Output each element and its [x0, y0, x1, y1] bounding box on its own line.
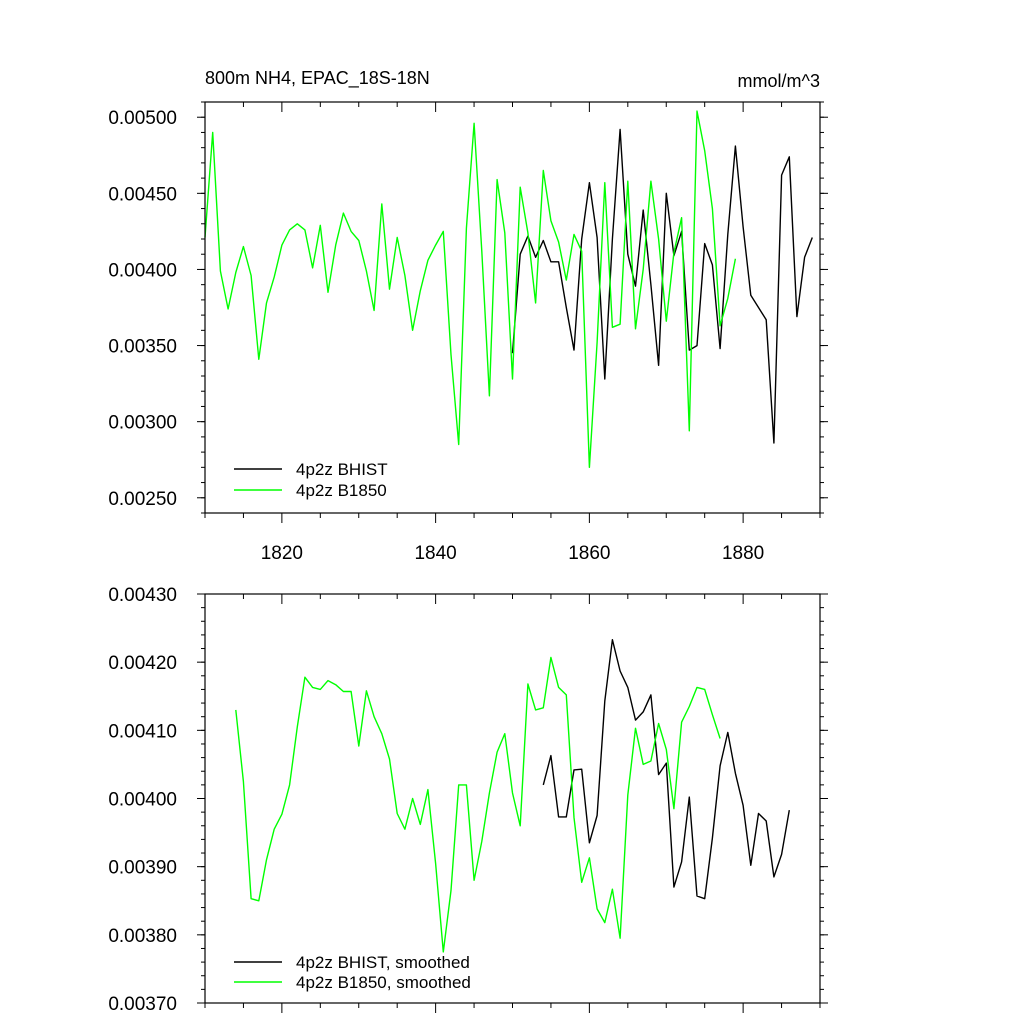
- bottom-legend: 4p2z BHIST, smoothed 4p2z B1850, smoothe…: [234, 953, 471, 992]
- bottom-chart-panel: 0.00370 0.00380 0.00390 0.00400 0.00410 0.004…: [108, 585, 828, 1015]
- y-tick-label: 0.00500: [108, 108, 177, 129]
- top-legend: 4p2z BHIST 4p2z B1850: [234, 460, 388, 500]
- top-series-lines: [204, 110, 813, 468]
- y-tick-label: 0.00300: [108, 413, 177, 434]
- bottom-series-lines: [235, 639, 790, 953]
- bottom-axis-ticks: [197, 593, 828, 1013]
- legend-label-b1850: 4p2z B1850: [296, 481, 387, 500]
- series-line-1: [204, 110, 737, 468]
- y-tick-label: 0.00400: [108, 260, 177, 281]
- top-tick-labels: 1820 1840 1860 1880 0.00250 0.00300 0.00350 0.0…: [108, 108, 764, 564]
- y-tick-label: 0.00380: [108, 926, 177, 947]
- x-tick-label: 1840: [414, 543, 456, 564]
- x-tick-label: 1820: [261, 543, 303, 564]
- legend-label-bhist-smoothed: 4p2z BHIST, smoothed: [296, 953, 470, 972]
- chart-title: 800m NH4, EPAC_18S-18N: [205, 68, 430, 89]
- y-tick-label: 0.00430: [108, 585, 177, 606]
- x-tick-label: 1880: [722, 543, 764, 564]
- y-tick-label: 0.00350: [108, 337, 177, 358]
- top-chart-panel: 800m NH4, EPAC_18S-18N mmol/m^3 1820 1840…: [108, 68, 828, 564]
- top-plot-frame: [204, 101, 821, 514]
- y-tick-label: 0.00400: [108, 790, 177, 811]
- y-tick-label: 0.00370: [108, 994, 177, 1015]
- y-tick-label: 0.00390: [108, 858, 177, 879]
- bottom-plot-frame: [204, 593, 821, 1004]
- y-tick-label: 0.00450: [108, 184, 177, 205]
- x-tick-label: 1860: [568, 543, 610, 564]
- y-tick-label: 0.00410: [108, 721, 177, 742]
- top-axis-ticks: [197, 101, 828, 523]
- legend-label-bhist: 4p2z BHIST: [296, 460, 388, 479]
- y-tick-label: 0.00420: [108, 653, 177, 674]
- series-line-1: [235, 656, 721, 953]
- series-line-0: [542, 639, 790, 900]
- legend-label-b1850-smoothed: 4p2z B1850, smoothed: [296, 973, 471, 992]
- units-label: mmol/m^3: [738, 71, 820, 91]
- y-tick-label: 0.00250: [108, 489, 177, 510]
- bottom-tick-labels: 0.00370 0.00380 0.00390 0.00400 0.00410 0.004…: [108, 585, 177, 1015]
